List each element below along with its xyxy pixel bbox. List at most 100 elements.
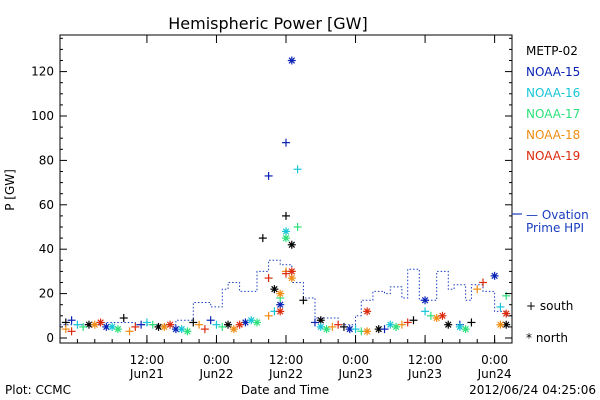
y-tick-label: 120 [31, 65, 54, 79]
x-axis: 12:00Jun210:00Jun2212:00Jun220:00Jun2312… [76, 35, 512, 381]
data-point-south [409, 316, 418, 325]
data-point-north [392, 322, 401, 331]
data-point-south [137, 320, 146, 329]
data-point-south [293, 165, 302, 174]
data-point-south [467, 318, 476, 327]
data-point-south [421, 307, 430, 316]
data-point-south [282, 138, 290, 147]
data-point-south [142, 318, 151, 327]
data-point-south [212, 320, 221, 329]
data-point-south [473, 285, 482, 294]
data-point-north [421, 296, 430, 305]
data-point-south [403, 318, 412, 327]
data-point-south [426, 311, 435, 320]
data-point-south [206, 316, 215, 325]
legend: — Ovation Prime HPI + south * north METP… [512, 44, 589, 345]
x-tick-label-time: 12:00 [269, 353, 304, 367]
data-point-south [282, 269, 290, 278]
data-point-south [148, 320, 157, 329]
data-point-north [490, 271, 499, 280]
data-markers [61, 56, 511, 336]
y-tick-label: 0 [46, 331, 54, 345]
chart-title: Hemispheric Power [GW] [168, 14, 367, 33]
data-point-south [380, 325, 389, 334]
data-point-north [461, 325, 470, 334]
x-tick-label-time: 0:00 [481, 353, 508, 367]
data-point-north [276, 307, 285, 316]
x-tick-label-date: Jun23 [407, 367, 442, 381]
data-point-south [334, 320, 343, 329]
data-point-south [218, 322, 227, 331]
y-tick-label: 80 [39, 153, 54, 167]
data-point-south [264, 274, 273, 283]
data-point-south [67, 316, 76, 325]
data-point-north [287, 56, 296, 65]
x-tick-label-date: Jun24 [477, 367, 512, 381]
data-point-south [264, 311, 273, 320]
x-tick-label-date: Jun21 [129, 367, 164, 381]
data-point-south [61, 325, 70, 334]
data-point-north [502, 309, 511, 318]
data-point-north [96, 318, 105, 327]
plot-credit: Plot: CCMC [5, 383, 71, 397]
legend-entry: NOAA-18 [526, 128, 580, 142]
data-point-south [293, 223, 302, 231]
legend-south-label: + south [526, 299, 573, 313]
data-point-north [166, 320, 175, 329]
data-point-south [339, 322, 348, 331]
data-point-south [258, 234, 267, 243]
data-point-south [119, 314, 128, 323]
data-point-south [282, 211, 290, 220]
ovation-prime-hpi-line [60, 259, 512, 326]
x-axis-label: Date and Time [241, 383, 329, 397]
data-point-south [397, 320, 406, 329]
data-point-north [183, 327, 192, 336]
data-point-north [171, 325, 180, 334]
plot-area-border [59, 34, 513, 344]
legend-entry: METP-02 [526, 44, 578, 58]
y-axis: 0 20 40 60 80 100 120 [31, 37, 512, 345]
data-point-south [67, 327, 76, 336]
legend-entry: NOAA-17 [526, 107, 580, 121]
y-axis-label: P [GW] [3, 169, 17, 211]
data-point-north [363, 327, 372, 336]
data-point-south [328, 322, 337, 331]
data-point-south [479, 278, 488, 287]
x-tick-label-time: 12:00 [130, 353, 165, 367]
data-point-north [270, 285, 279, 294]
plot-frame [59, 34, 513, 344]
data-point-south [125, 327, 134, 336]
data-point-north [496, 320, 505, 329]
data-point-north [276, 289, 285, 298]
y-tick-label: 60 [39, 198, 54, 212]
legend-north-label: * north [526, 331, 568, 345]
data-point-south [502, 291, 511, 300]
data-point-north [229, 325, 238, 334]
data-point-south [310, 318, 319, 327]
legend-entry: NOAA-15 [526, 65, 580, 79]
data-point-north [502, 320, 511, 329]
data-point-north [113, 325, 122, 334]
x-tick-label-time: 12:00 [408, 353, 443, 367]
x-tick-label-date: Jun22 [268, 367, 303, 381]
data-point-south [299, 296, 308, 305]
data-point-south [131, 322, 140, 331]
ovation-step-line [60, 259, 512, 326]
data-point-north [287, 240, 296, 249]
legend-ovation-label-line2: Prime HPI [526, 221, 584, 235]
data-point-south [79, 322, 88, 331]
legend-entry: NOAA-16 [526, 86, 580, 100]
legend-entry: NOAA-19 [526, 149, 580, 163]
data-point-north [444, 320, 453, 329]
data-point-south [351, 325, 360, 334]
legend-ovation-label-line1: — Ovation [526, 208, 589, 222]
data-point-south [195, 320, 204, 329]
data-point-south [73, 320, 82, 329]
x-tick-label-date: Jun22 [198, 367, 233, 381]
data-point-north [363, 307, 372, 316]
data-point-north [287, 267, 296, 276]
x-tick-label-time: 0:00 [203, 353, 230, 367]
data-point-north [282, 234, 290, 243]
y-tick-label: 40 [39, 242, 54, 256]
